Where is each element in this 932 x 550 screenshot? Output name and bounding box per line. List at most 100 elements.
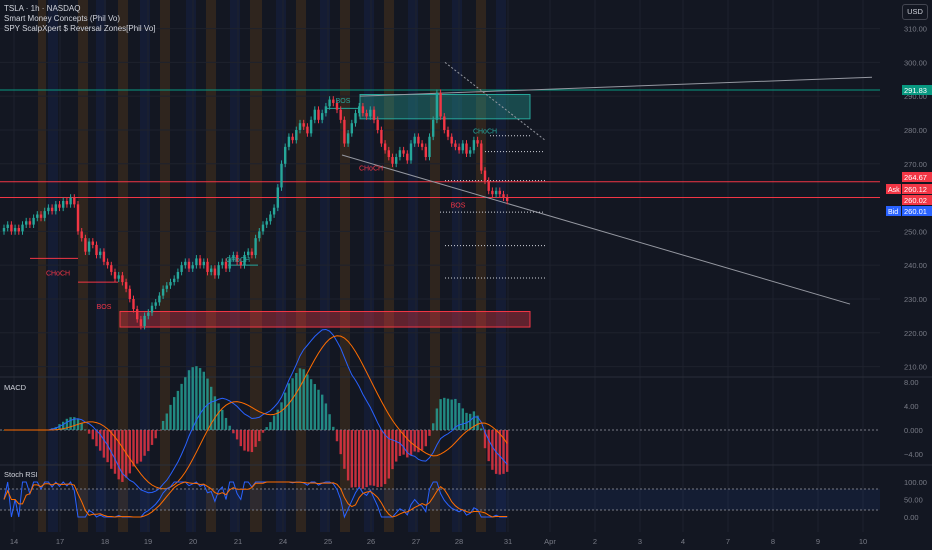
macd-histogram-bar — [343, 430, 346, 469]
candle — [91, 238, 94, 249]
time-tick-label: 8 — [771, 537, 775, 546]
candle-body — [250, 251, 254, 256]
candle-body — [113, 271, 117, 279]
stoch-rsi-title: Stoch RSI — [4, 470, 38, 479]
candle — [139, 315, 143, 330]
macd-histogram-bar — [250, 430, 254, 453]
candle — [269, 211, 272, 225]
candle-body — [350, 123, 353, 134]
candle-body — [417, 136, 420, 144]
macd-histogram-bar — [443, 397, 446, 430]
candle-body — [87, 241, 91, 252]
candle — [387, 146, 390, 161]
candle-body — [210, 268, 213, 272]
macd-histogram-bar — [110, 430, 113, 469]
candle — [102, 248, 106, 266]
candle — [54, 200, 57, 215]
macd-histogram-bar — [480, 428, 483, 430]
stoch-rsi-pane[interactable]: Stoch RSI 100.00 50.00 0.00 — [0, 470, 927, 522]
candle — [187, 258, 191, 272]
macd-histogram-bar — [469, 413, 472, 430]
candle — [165, 282, 168, 293]
axes[interactable]: 310.00300.00290.00280.00270.00260.00250.… — [10, 25, 932, 546]
candle-body — [491, 190, 494, 195]
candle — [235, 251, 239, 266]
candle — [39, 211, 43, 222]
macd-histogram-bar — [176, 390, 180, 430]
candle-body — [506, 197, 509, 201]
macd-histogram-bar — [91, 430, 94, 440]
macd-histogram-bar — [276, 409, 279, 430]
session-band — [276, 0, 286, 532]
macd-histogram-bar — [154, 430, 157, 439]
candle-body — [150, 305, 154, 313]
candle — [2, 224, 6, 235]
candle-body — [187, 261, 191, 269]
candle — [380, 126, 383, 147]
candle — [161, 285, 165, 299]
candles[interactable] — [2, 89, 509, 330]
currency-button[interactable]: USD — [902, 4, 928, 20]
indicator-reversal-label[interactable]: SPY ScalpXpert $ Reversal Zones[Phil Vo] — [4, 24, 156, 33]
session-band — [384, 0, 394, 532]
candle-body — [339, 109, 342, 120]
time-tick-label: 31 — [504, 537, 512, 546]
macd-histogram-bar — [387, 430, 390, 479]
candle — [36, 211, 39, 222]
candle — [461, 140, 464, 154]
candle — [147, 309, 150, 320]
candle-body — [428, 136, 431, 158]
macd-title: MACD — [4, 383, 27, 392]
macd-histogram-bar — [428, 430, 431, 436]
macd-pane[interactable]: MACD 8.00 4.00 0.000 −4.00 — [0, 328, 923, 494]
macd-histogram-bar — [435, 408, 439, 430]
macd-histogram-bar — [210, 386, 213, 430]
candle — [343, 116, 346, 147]
symbol-title[interactable]: TSLA · 1h · NASDAQ — [4, 4, 81, 13]
candle-body — [2, 228, 6, 232]
candle — [450, 133, 453, 147]
candle-body — [406, 153, 409, 161]
macd-tick-label: −4.00 — [904, 450, 923, 459]
candle-body — [80, 231, 83, 239]
macd-histogram-bar — [261, 430, 265, 433]
candle-body — [69, 197, 72, 205]
candle — [32, 214, 35, 229]
candle-body — [398, 150, 402, 158]
candle — [483, 167, 487, 185]
macd-histogram-bar — [498, 430, 501, 475]
macd-histogram-bar — [502, 430, 505, 474]
candle — [350, 119, 353, 137]
candle — [65, 197, 69, 208]
candle-body — [50, 207, 54, 212]
candle — [395, 153, 398, 168]
indicator-smc-label[interactable]: Smart Money Concepts (Phil Vo) — [4, 14, 121, 23]
candle-body — [380, 129, 383, 144]
candle-body — [47, 207, 50, 212]
candle — [80, 228, 83, 242]
macd-histogram-bar — [483, 430, 487, 449]
time-tick-label: 28 — [455, 537, 463, 546]
candle-body — [413, 136, 416, 144]
macd-histogram-bar — [173, 397, 176, 430]
candle-body — [158, 295, 161, 303]
time-tick-label: 27 — [412, 537, 420, 546]
macd-histogram-bar — [73, 417, 76, 430]
time-tick-label: 9 — [816, 537, 820, 546]
session-band — [340, 0, 350, 532]
candle-body — [43, 211, 46, 218]
candle — [491, 187, 494, 198]
macd-histogram-bar — [143, 430, 146, 456]
candle-body — [128, 288, 131, 299]
candle-body — [332, 99, 335, 103]
price-label-value: 260.01 — [904, 207, 927, 216]
candle-body — [173, 278, 176, 283]
upper-trendline — [359, 76, 873, 97]
macd-histogram-bar — [269, 422, 272, 430]
candle — [6, 221, 9, 232]
candle — [247, 248, 250, 259]
time-tick-label: 24 — [279, 537, 287, 546]
candle-body — [457, 146, 461, 151]
time-tick-label: 20 — [189, 537, 197, 546]
